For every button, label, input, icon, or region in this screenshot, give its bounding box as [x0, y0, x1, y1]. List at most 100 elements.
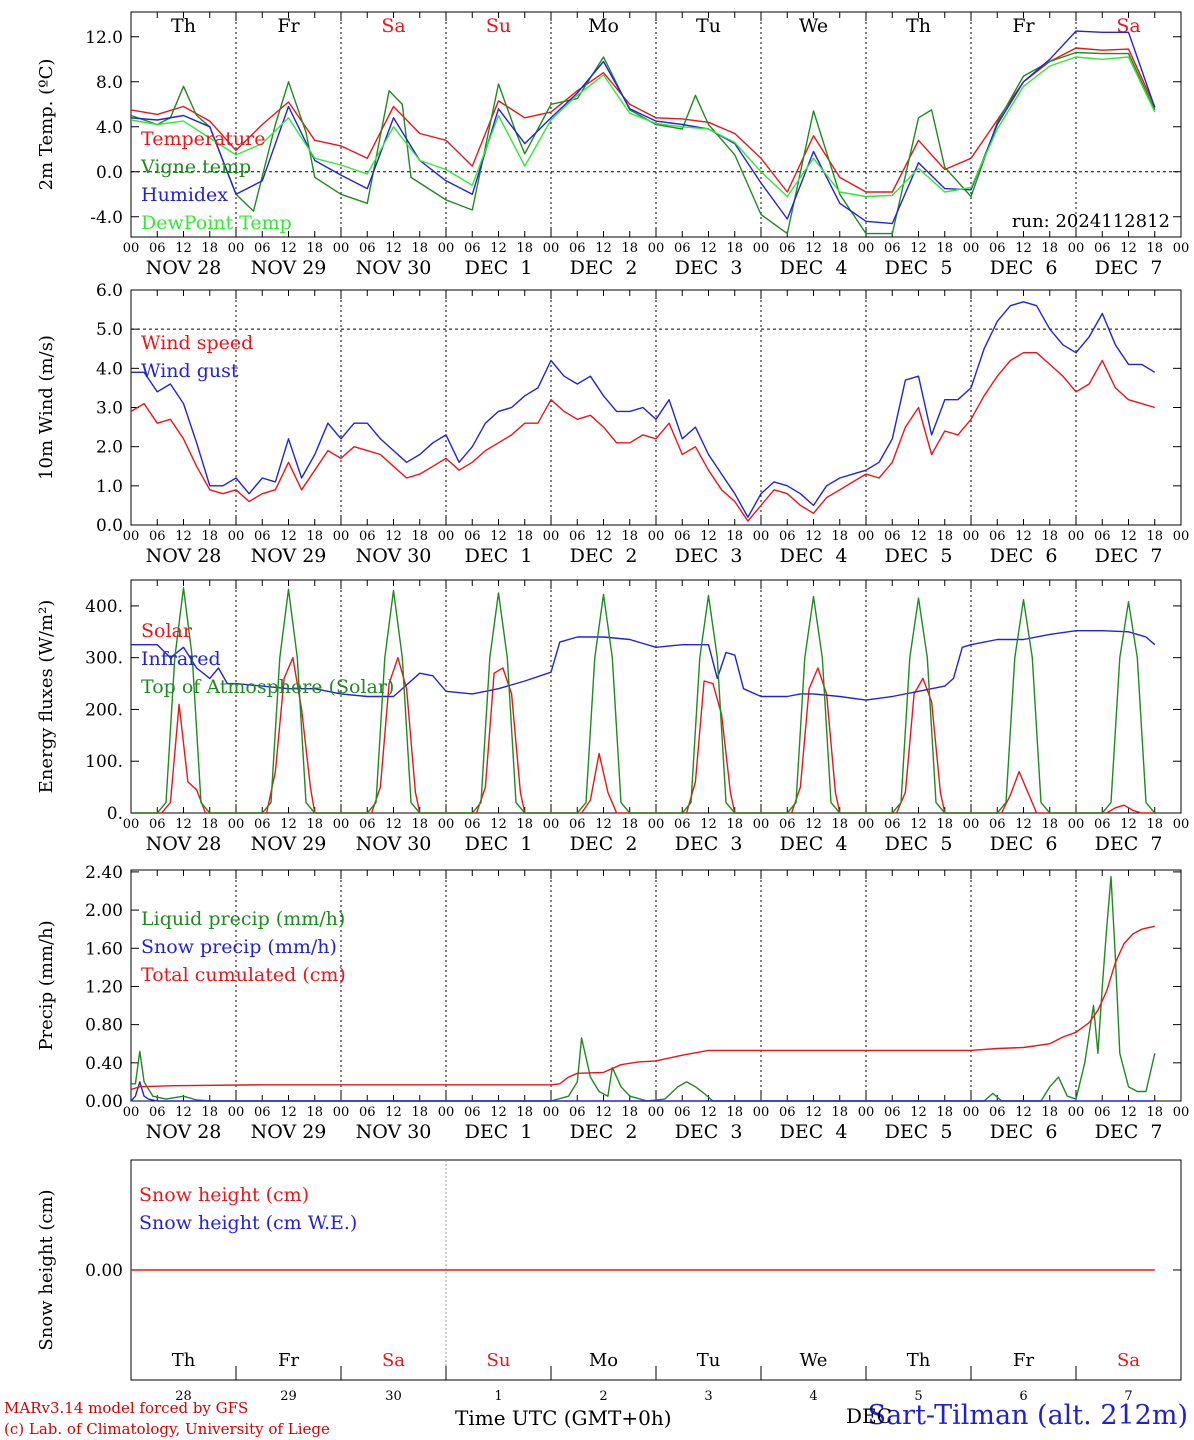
- day-of-week-label: Th: [171, 15, 196, 37]
- model-credit: MARv3.14 model forced by GFS: [4, 1399, 249, 1417]
- y-axis-title: 10m Wind (m/s): [36, 335, 57, 480]
- date-label: DEC 1: [465, 257, 533, 279]
- day-of-week-label: Fr: [1012, 15, 1035, 37]
- date-label: DEC 4: [780, 257, 848, 279]
- hour-label: 00: [648, 241, 665, 256]
- hour-label: 06: [569, 1105, 586, 1120]
- hour-label: 06: [884, 1105, 901, 1120]
- hour-label: 00: [858, 241, 875, 256]
- hour-label: 00: [123, 1105, 140, 1120]
- y-tick-label: 0.0: [96, 516, 123, 536]
- run-label: run: 2024112812: [1012, 211, 1170, 232]
- hour-label: 00: [123, 529, 140, 544]
- hour-label: 00: [858, 529, 875, 544]
- hour-label: 06: [464, 1105, 481, 1120]
- y-tick-label: 4.0: [96, 118, 123, 138]
- date-label: NOV 30: [356, 257, 432, 279]
- series-line: [130, 51, 1156, 235]
- y-axis-title: Precip (mm/h): [36, 920, 57, 1050]
- legend-entry: Wind gust: [141, 360, 239, 382]
- hour-label: 00: [333, 817, 350, 832]
- hour-label: 00: [543, 241, 560, 256]
- hour-label: 06: [674, 241, 691, 256]
- hour-label: 00: [123, 241, 140, 256]
- hour-label: 00: [228, 241, 245, 256]
- y-tick-label: 1.20: [85, 977, 123, 997]
- hour-label: 06: [359, 241, 376, 256]
- hour-label: 06: [359, 1105, 376, 1120]
- y-axis-title: Snow height (cm): [36, 1189, 57, 1350]
- legend-entry: Snow height (cm W.E.): [139, 1212, 357, 1234]
- hour-label: 00: [858, 1105, 875, 1120]
- hour-label: 12: [385, 1105, 402, 1120]
- panel-4: [130, 869, 1182, 1102]
- hour-label: 06: [464, 817, 481, 832]
- time-axis-title: Time UTC (GMT+0h): [455, 1406, 672, 1430]
- hour-label: 12: [1015, 1105, 1032, 1120]
- hour-label: 18: [516, 817, 533, 832]
- hour-label: 12: [490, 1105, 507, 1120]
- hour-label: 18: [936, 241, 953, 256]
- legend-entry: Snow height (cm): [139, 1184, 309, 1206]
- hour-label: 00: [543, 1105, 560, 1120]
- hour-label: 06: [1094, 529, 1111, 544]
- hour-label: 00: [438, 817, 455, 832]
- hour-label: 18: [201, 817, 218, 832]
- hour-label: 06: [884, 241, 901, 256]
- hour-label: 06: [254, 1105, 271, 1120]
- hour-label: 00: [753, 817, 770, 832]
- hour-label: 00: [333, 241, 350, 256]
- hour-label: 06: [989, 817, 1006, 832]
- hour-label: 00: [963, 529, 980, 544]
- hour-label: 18: [1041, 817, 1058, 832]
- hour-label: 12: [595, 529, 612, 544]
- hour-label: 00: [963, 241, 980, 256]
- hour-label: 18: [831, 1105, 848, 1120]
- hour-label: 06: [149, 817, 166, 832]
- hour-label: 18: [516, 241, 533, 256]
- hour-label: 18: [306, 1105, 323, 1120]
- hour-label: 00: [228, 1105, 245, 1120]
- hour-label: 12: [175, 529, 192, 544]
- date-label: DEC 1: [465, 1121, 533, 1143]
- legend-entry: DewPoint Temp: [141, 212, 292, 234]
- hour-label: 18: [831, 241, 848, 256]
- day-number-label: 4: [809, 1389, 817, 1404]
- date-label: DEC 1: [465, 833, 533, 855]
- date-label: NOV 28: [146, 545, 222, 567]
- date-label: NOV 28: [146, 1121, 222, 1143]
- day-number-label: 29: [280, 1389, 297, 1404]
- day-number-label: 3: [704, 1389, 712, 1404]
- hour-label: 06: [569, 529, 586, 544]
- hour-label: 00: [333, 529, 350, 544]
- hour-label: 12: [595, 817, 612, 832]
- hour-label: 06: [1094, 1105, 1111, 1120]
- hour-label: 12: [385, 817, 402, 832]
- hour-label: 06: [149, 1105, 166, 1120]
- y-tick-label: 2.40: [85, 863, 123, 883]
- date-label: NOV 30: [356, 545, 432, 567]
- hour-label: 12: [700, 529, 717, 544]
- date-label: NOV 29: [251, 1121, 327, 1143]
- location-title: Sart-Tilman (alt. 212m): [867, 1400, 1188, 1431]
- hour-label: 00: [753, 1105, 770, 1120]
- hour-label: 00: [438, 241, 455, 256]
- date-label: DEC 6: [990, 1121, 1058, 1143]
- hour-label: 06: [779, 241, 796, 256]
- hour-label: 06: [149, 529, 166, 544]
- date-label: NOV 29: [251, 257, 327, 279]
- y-tick-label: 1.0: [96, 477, 123, 497]
- date-label: DEC 3: [675, 833, 743, 855]
- y-tick-label: 1.60: [85, 939, 123, 959]
- hour-label: 12: [910, 529, 927, 544]
- hour-label: 18: [831, 817, 848, 832]
- date-label: DEC 5: [885, 257, 953, 279]
- hour-label: 12: [280, 1105, 297, 1120]
- hour-label: 18: [1041, 529, 1058, 544]
- hour-label: 12: [910, 1105, 927, 1120]
- hour-label: 12: [385, 529, 402, 544]
- hour-label: 00: [1173, 529, 1190, 544]
- date-label: DEC 3: [675, 545, 743, 567]
- hour-label: 06: [779, 529, 796, 544]
